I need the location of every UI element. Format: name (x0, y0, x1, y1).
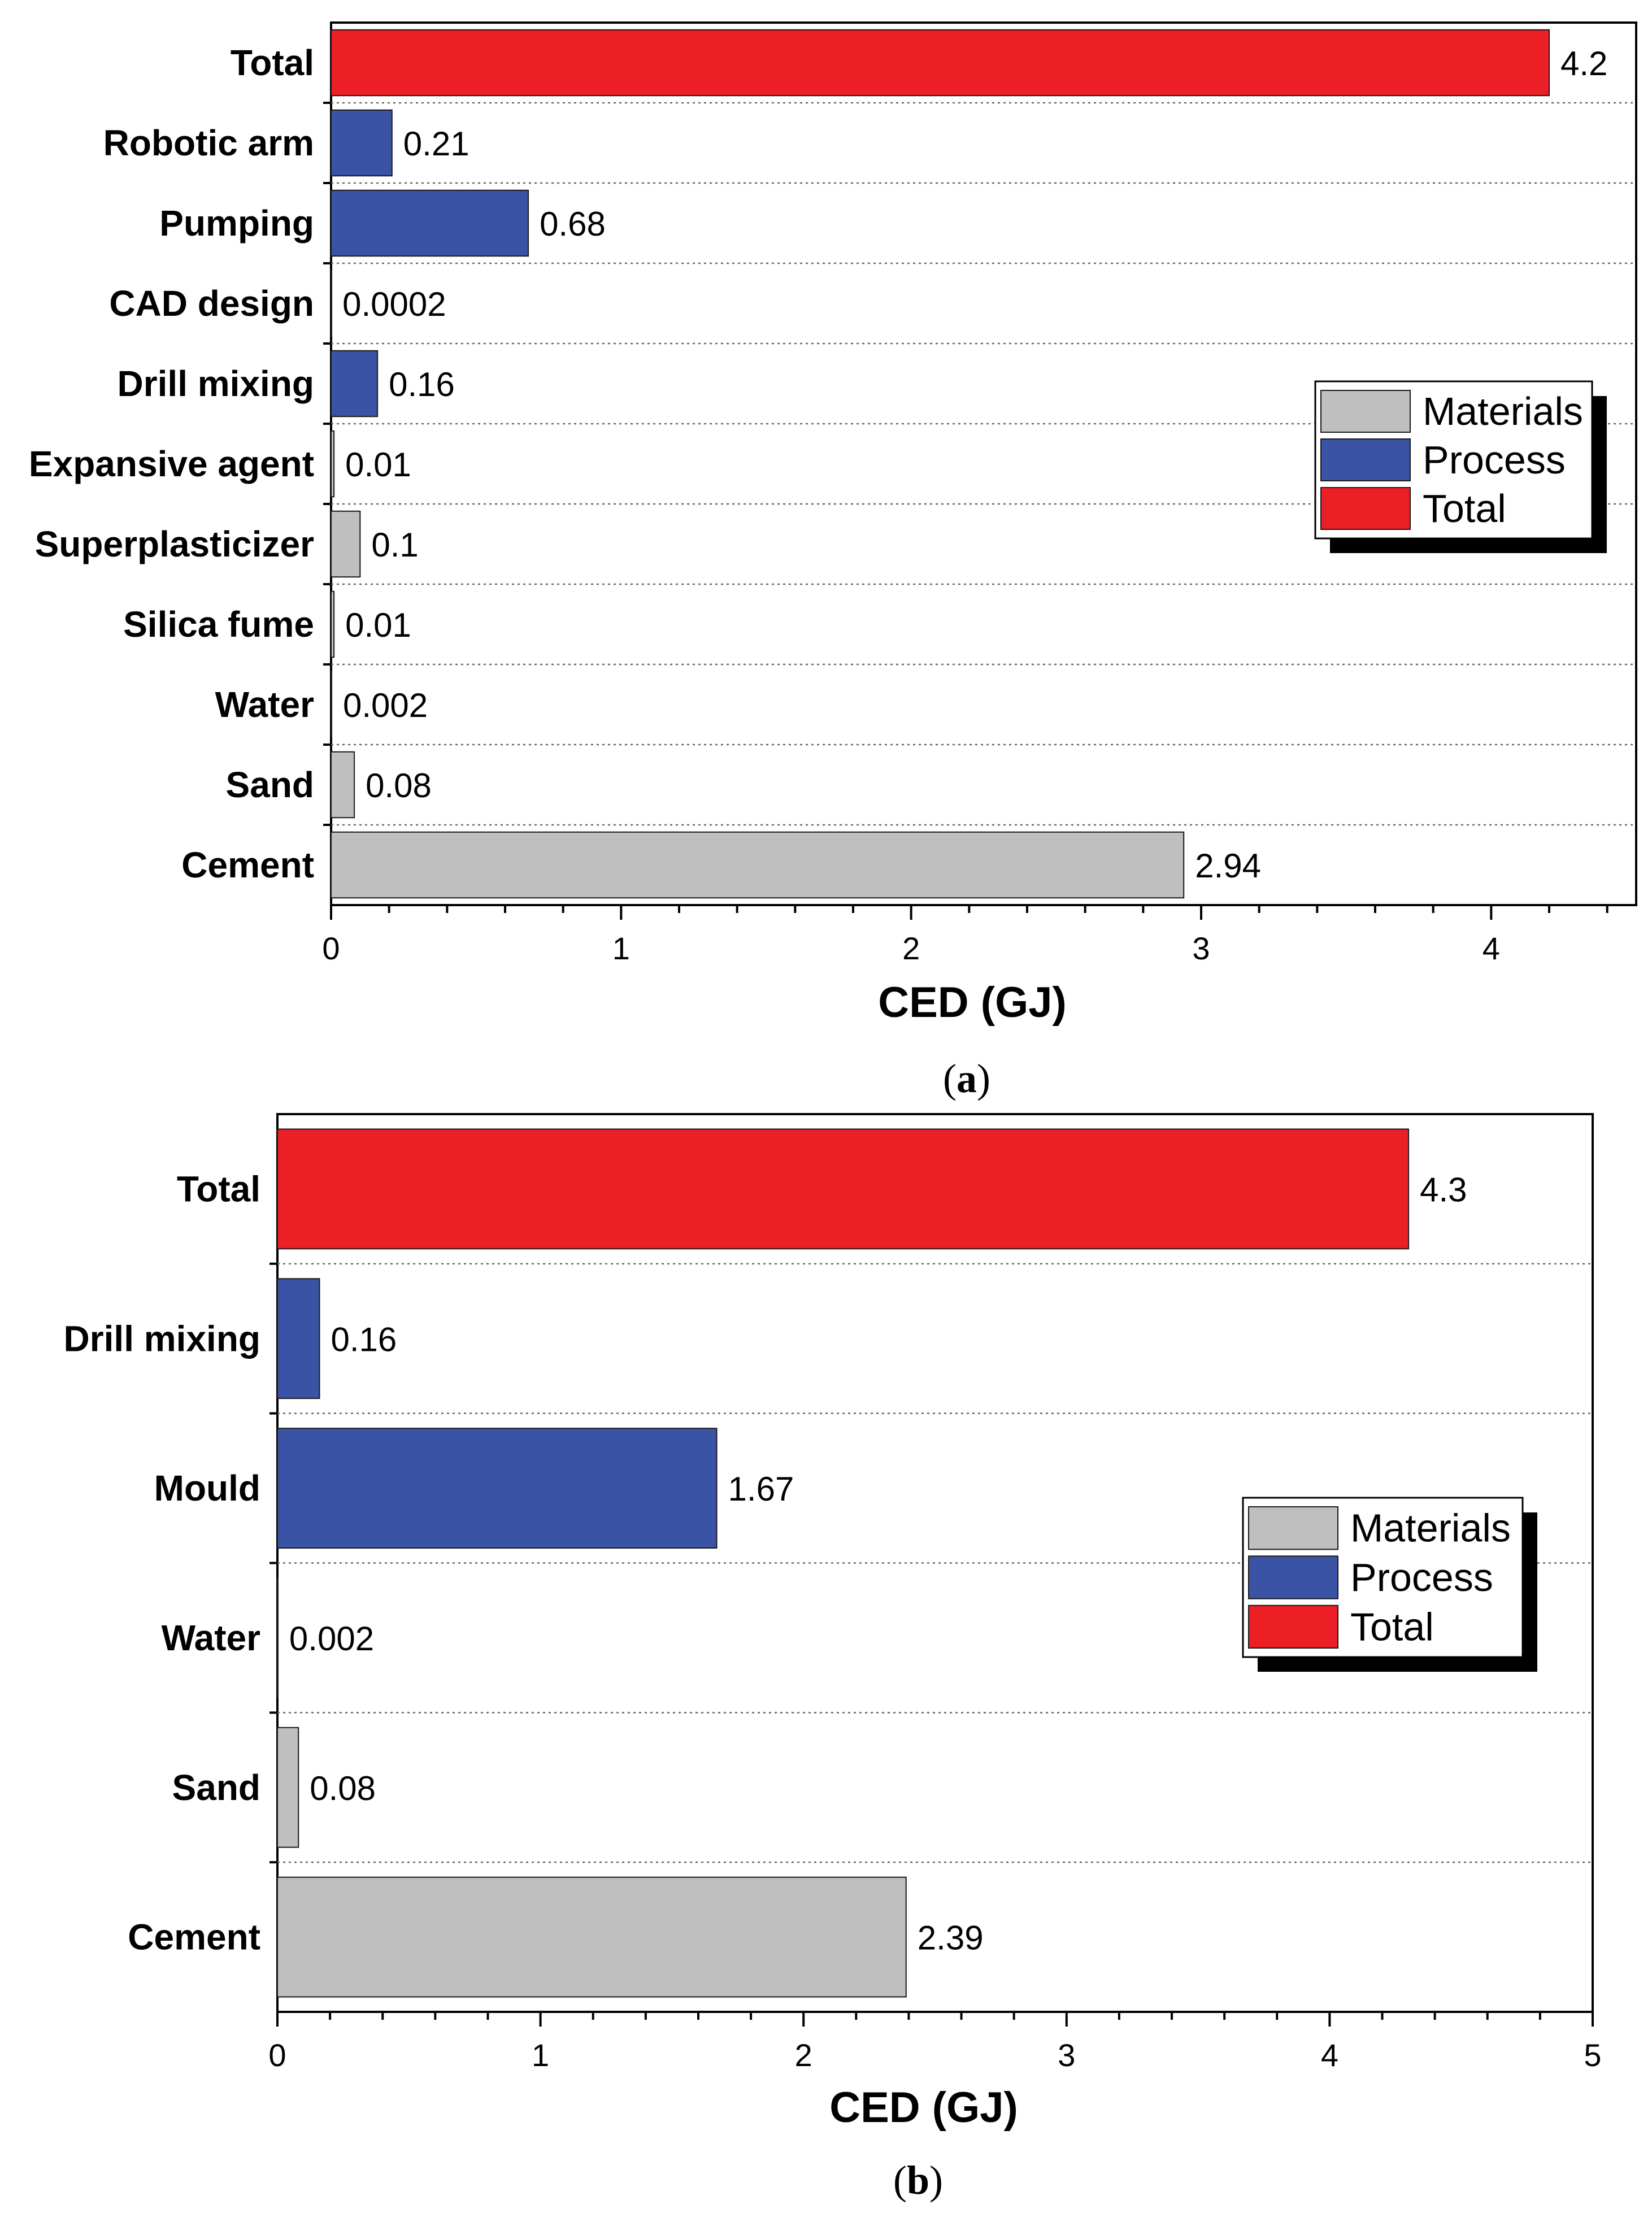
category-label: Total (231, 42, 314, 83)
value-label: 4.3 (1420, 1171, 1467, 1208)
category-label: Silica fume (123, 604, 314, 645)
legend-swatch-process (1320, 438, 1411, 481)
category-label: Water (215, 684, 314, 725)
legend-swatch-process (1248, 1555, 1338, 1599)
category-label: Sand (226, 764, 314, 805)
bar-pumping (331, 189, 529, 257)
x-tick-label: 2 (795, 2037, 812, 2073)
legend-label-materials: Materials (1350, 1506, 1511, 1550)
chart-a: Total 4.2 Robotic arm 0.21 Pumping 0.68 CAD de… (29, 21, 1637, 1101)
bar-drill-mixing (331, 350, 379, 418)
category-label: Cement (128, 1917, 260, 1958)
legend-label-total: Total (1423, 486, 1506, 531)
caption-paren: ) (977, 1056, 990, 1101)
legend-label-process: Process (1350, 1555, 1493, 1599)
value-label: 2.39 (918, 1919, 984, 1957)
x-axis-title: CED (GJ) (878, 979, 1067, 1027)
legend-swatch-materials (1248, 1506, 1338, 1550)
caption-paren: ) (929, 2158, 943, 2203)
x-tick-label: 4 (1321, 2037, 1338, 2073)
bar-water (277, 1577, 279, 1698)
panel-caption: (b) (893, 2158, 943, 2203)
bar-cement (277, 1876, 907, 1998)
legend-label-total: Total (1350, 1605, 1434, 1649)
value-label: 0.002 (343, 686, 428, 724)
category-label: Sand (172, 1767, 260, 1808)
category-label: Total (177, 1168, 260, 1209)
bar-water (331, 671, 333, 738)
x-tick-label: 4 (1483, 931, 1500, 966)
caption-paren: ( (943, 1056, 957, 1101)
category-label: Drill mixing (118, 363, 315, 404)
category-label: Drill mixing (64, 1318, 261, 1359)
value-label: 0.16 (389, 366, 455, 403)
bar-cad-design (331, 269, 332, 337)
value-label: 0.08 (310, 1769, 376, 1807)
bar-superplasticizer (331, 510, 361, 578)
legend-swatch-materials (1320, 390, 1411, 433)
value-label: 0.1 (371, 526, 418, 564)
category-label: Robotic arm (103, 123, 314, 163)
x-tick-label: 3 (1058, 2037, 1075, 2073)
bar-robotic-arm (331, 109, 393, 177)
value-label: 2.94 (1195, 847, 1261, 885)
x-tick-label: 2 (902, 931, 920, 966)
bar-drill-mixing (277, 1278, 320, 1399)
bar-expansive-agent (331, 430, 335, 498)
caption-letter: b (907, 2158, 929, 2203)
bar-silica-fume (331, 590, 335, 658)
category-label: Mould (154, 1468, 260, 1508)
bar-total (331, 29, 1550, 97)
value-label: 0.68 (540, 205, 606, 243)
chart-b: Total 4.3 Drill mixing 0.16 Mould 1.67 Water 0.… (64, 1113, 1602, 2203)
legend-swatch-total (1320, 487, 1411, 530)
x-tick-label: 1 (532, 2037, 549, 2073)
category-label: Superplasticizer (35, 524, 314, 564)
bar-cement (331, 831, 1185, 899)
panel-caption: (a) (943, 1056, 990, 1101)
category-label: Expansive agent (29, 444, 314, 484)
caption-letter: a (957, 1056, 977, 1101)
x-axis-title: CED (GJ) (829, 2084, 1018, 2132)
value-label: 0.0002 (342, 285, 446, 323)
x-tick-label: 0 (322, 931, 340, 966)
value-label: 4.2 (1560, 45, 1607, 82)
caption-paren: ( (893, 2158, 907, 2203)
bar-total (277, 1128, 1410, 1250)
category-label: CAD design (109, 283, 314, 324)
bar-mould (277, 1428, 718, 1549)
legend-swatch-total (1248, 1605, 1338, 1649)
value-label: 0.21 (403, 125, 469, 163)
value-label: 0.002 (289, 1620, 374, 1658)
value-label: 0.08 (366, 767, 432, 805)
legend-label-materials: Materials (1423, 389, 1583, 433)
value-label: 0.01 (345, 446, 411, 484)
value-label: 1.67 (728, 1470, 794, 1508)
bar-sand (331, 751, 355, 819)
x-tick-label: 5 (1584, 2037, 1601, 2073)
value-label: 0.16 (331, 1320, 397, 1358)
x-tick-label: 1 (612, 931, 630, 966)
x-tick-label: 3 (1192, 931, 1210, 966)
value-label: 0.01 (345, 606, 411, 644)
category-label: Cement (181, 845, 314, 885)
legend-label-process: Process (1423, 438, 1566, 482)
x-tick-label: 0 (268, 2037, 286, 2073)
category-label: Pumping (159, 203, 314, 244)
bar-sand (277, 1727, 299, 1848)
category-label: Water (162, 1618, 260, 1658)
